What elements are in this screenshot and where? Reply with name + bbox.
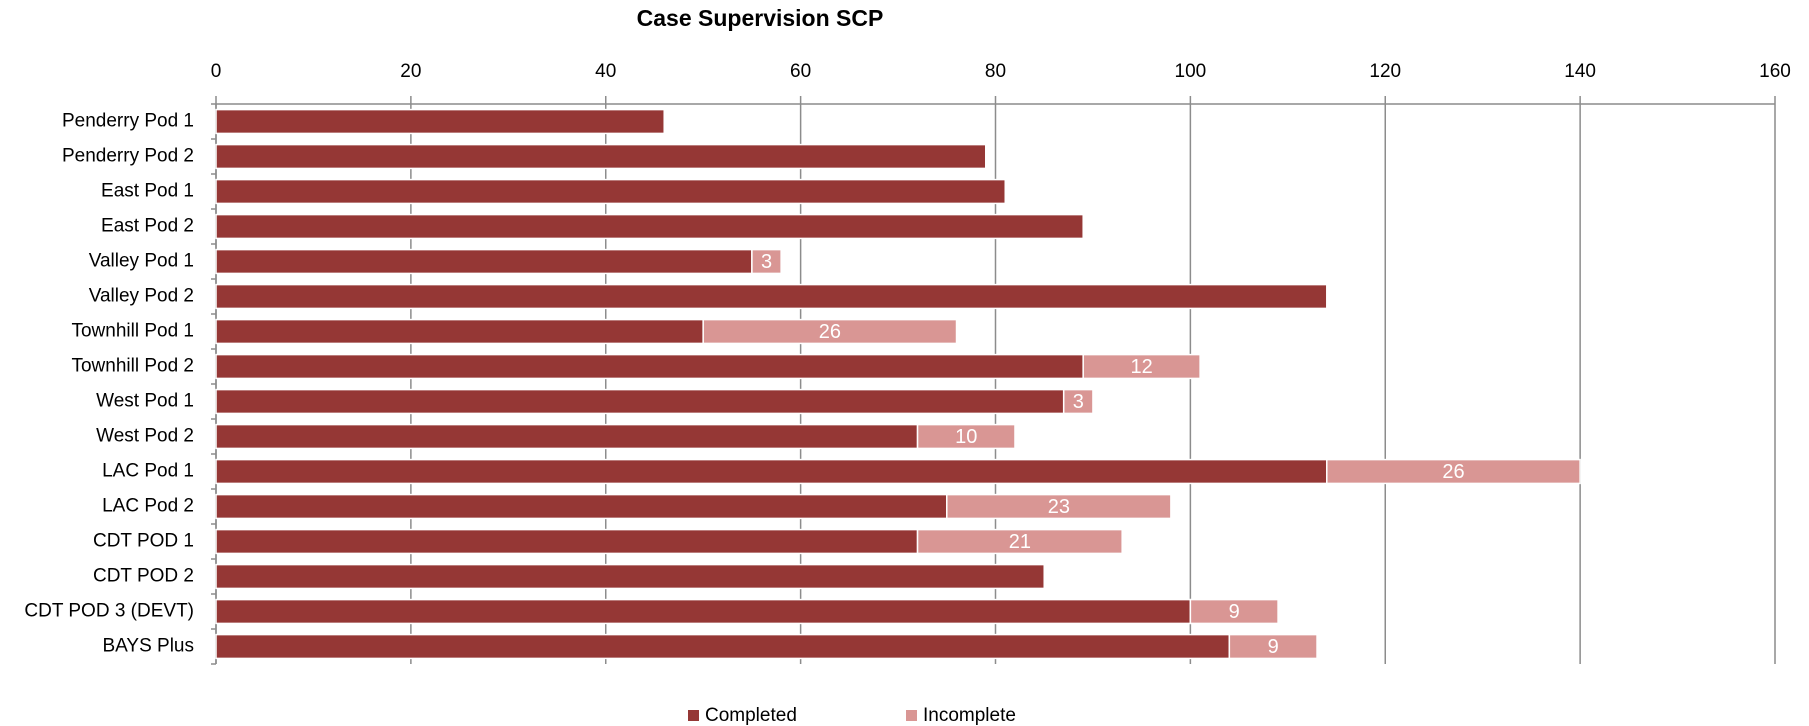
bar-segment: [215, 318, 704, 345]
bar-segment: [916, 423, 1016, 450]
bar-segment: [1062, 388, 1094, 415]
bar-segment: [751, 248, 782, 275]
bar-segment: [1228, 633, 1318, 660]
x-tick-label: 140: [1564, 61, 1596, 82]
bar-segment: [215, 423, 919, 450]
data-label: 26: [819, 321, 841, 343]
data-label: 3: [761, 251, 772, 273]
bar-segment: [215, 213, 1084, 240]
bar-segment: [946, 493, 1172, 520]
data-label: 12: [1131, 356, 1153, 378]
y-tick-label: Penderry Pod 1: [62, 111, 194, 132]
legend-label: Incomplete: [923, 705, 1016, 726]
bar-segment: [1326, 458, 1581, 485]
bar-segment: [215, 353, 1084, 380]
bar-segment: [215, 598, 1192, 625]
legend-swatch: [906, 710, 917, 721]
bar-segment: [215, 563, 1045, 590]
y-tick-label: East Pod 1: [101, 181, 194, 202]
chart-title: Case Supervision SCP: [637, 5, 884, 31]
y-tick-label: BAYS Plus: [102, 636, 194, 657]
x-tick-label: 0: [211, 61, 222, 82]
x-tick-label: 60: [790, 61, 811, 82]
data-label: 10: [955, 426, 977, 448]
x-tick-label: 80: [985, 61, 1006, 82]
y-tick-label: Penderry Pod 2: [62, 146, 194, 167]
y-tick-label: CDT POD 1: [93, 531, 194, 552]
data-label: 26: [1442, 461, 1464, 483]
bar-segment: [215, 178, 1006, 205]
bar-segment: [215, 388, 1065, 415]
bar-segment: [215, 248, 753, 275]
data-label: 9: [1229, 601, 1240, 623]
bar-segment: [215, 528, 919, 555]
bar-segment: [1082, 353, 1201, 380]
bar-segment: [215, 108, 665, 135]
x-tick-label: 100: [1175, 61, 1207, 82]
data-label: 3: [1073, 391, 1084, 413]
y-tick-label: Townhill Pod 1: [71, 321, 194, 342]
y-tick-label: East Pod 2: [101, 216, 194, 237]
y-tick-label: Townhill Pod 2: [71, 356, 194, 377]
x-tick-label: 120: [1369, 61, 1401, 82]
y-tick-label: West Pod 1: [96, 391, 194, 412]
bar-segment: [916, 528, 1123, 555]
y-tick-label: LAC Pod 2: [102, 496, 194, 517]
y-tick-label: LAC Pod 1: [102, 461, 194, 482]
bar-segment: [215, 283, 1328, 310]
x-tick-label: 160: [1759, 61, 1791, 82]
bar-segment: [215, 493, 948, 520]
bar-segment: [215, 143, 987, 170]
y-tick-label: CDT POD 2: [93, 566, 194, 587]
data-label: 9: [1268, 636, 1279, 658]
y-tick-label: Valley Pod 2: [89, 286, 194, 307]
x-tick-label: 40: [595, 61, 616, 82]
legend-swatch: [688, 710, 699, 721]
bar-segment: [702, 318, 958, 345]
x-tick-label: 20: [400, 61, 421, 82]
bar-segment: [215, 458, 1328, 485]
data-label: 21: [1009, 531, 1031, 553]
data-label: 23: [1048, 496, 1070, 518]
y-tick-label: Valley Pod 1: [89, 251, 194, 272]
bar-segment: [1189, 598, 1279, 625]
legend-label: Completed: [705, 705, 797, 726]
y-tick-label: CDT POD 3 (DEVT): [24, 601, 194, 622]
y-tick-label: West Pod 2: [96, 426, 194, 447]
bar-segment: [215, 633, 1231, 660]
